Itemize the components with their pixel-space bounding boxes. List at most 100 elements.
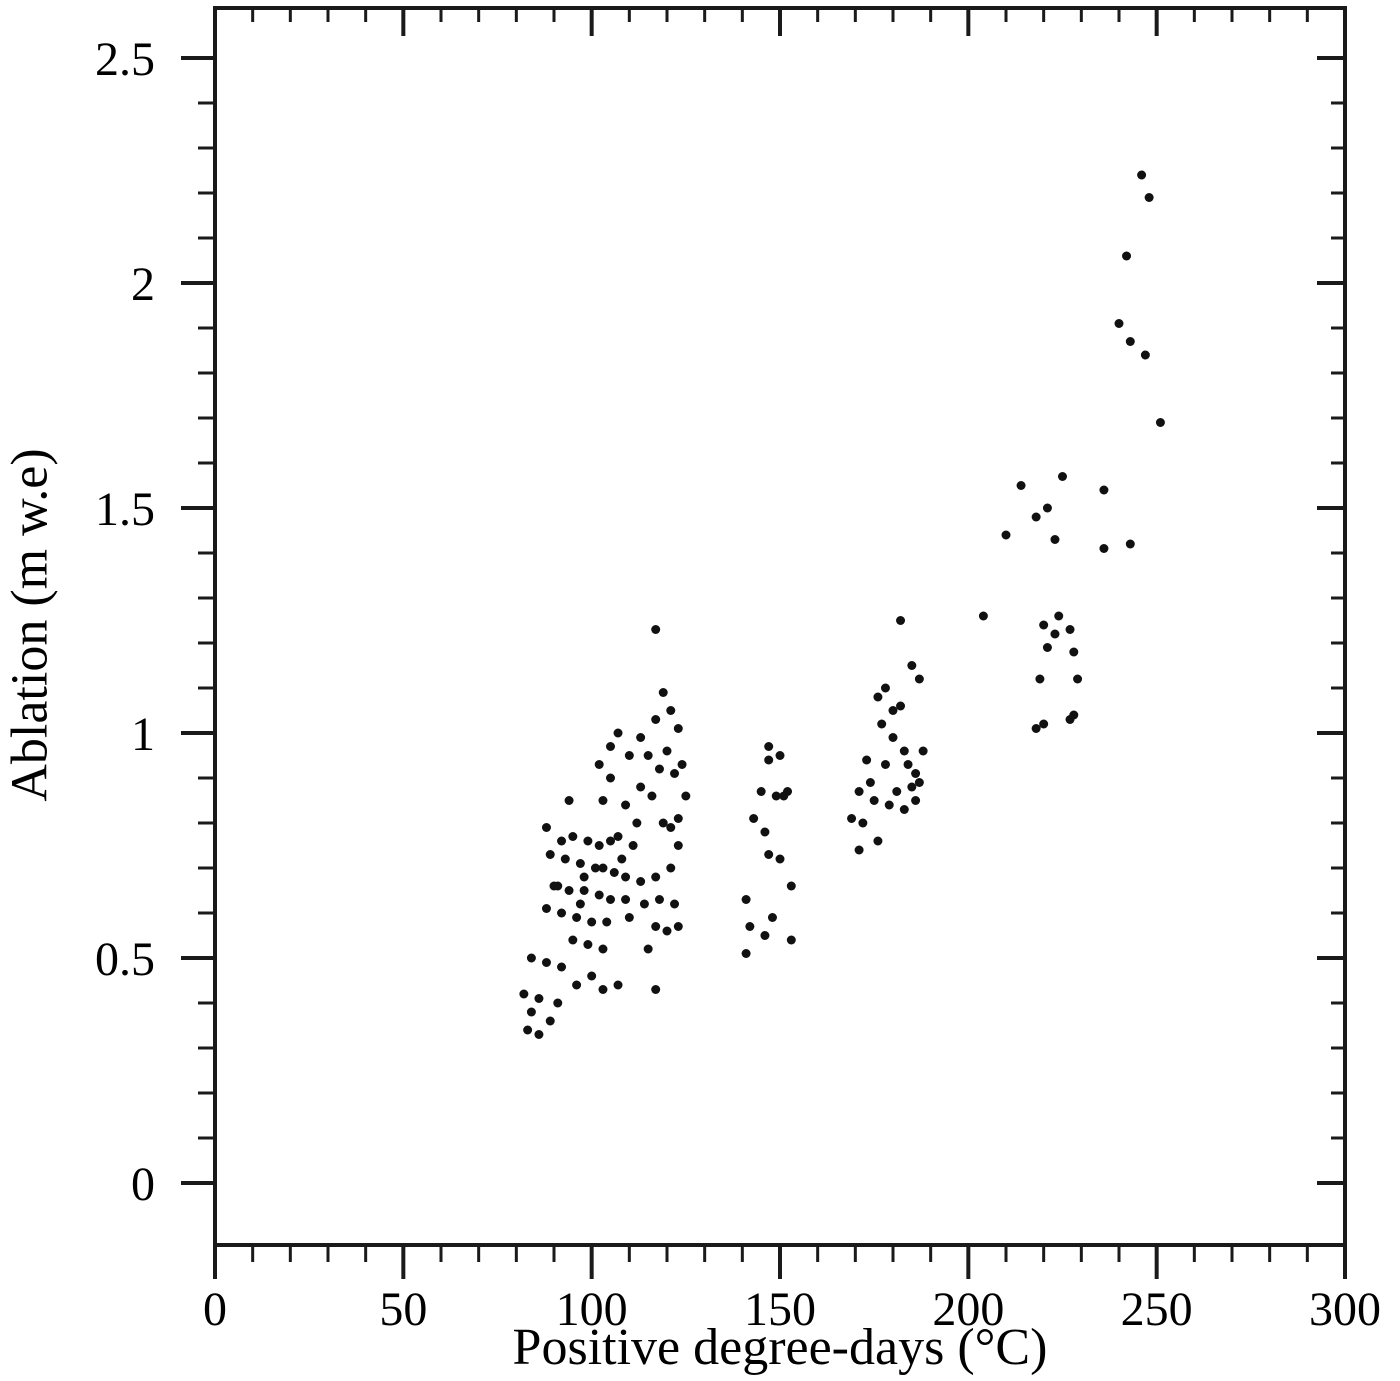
data-point [632, 818, 642, 828]
data-point [557, 836, 567, 846]
data-point [594, 841, 604, 850]
data-point [749, 814, 759, 823]
data-point [880, 760, 890, 769]
data-point [662, 746, 672, 756]
y-tick-label: 1.5 [95, 483, 155, 536]
data-point [519, 989, 529, 999]
data-point [598, 863, 608, 873]
data-point [553, 998, 563, 1008]
x-tick-label: 50 [379, 1283, 427, 1336]
data-point [666, 706, 676, 715]
data-point [896, 616, 906, 625]
data-point [1042, 503, 1052, 513]
data-point [854, 845, 864, 855]
x-tick-label: 200 [932, 1283, 1004, 1336]
data-point [673, 922, 683, 931]
data-point [1016, 481, 1026, 490]
data-point [545, 850, 555, 859]
data-point [918, 746, 928, 756]
data-point [681, 791, 691, 801]
data-point [914, 674, 924, 684]
data-point [1054, 611, 1064, 621]
data-point [775, 854, 785, 864]
data-point [899, 746, 909, 756]
data-point [643, 944, 653, 954]
data-point [666, 863, 676, 873]
x-tick-label: 0 [203, 1283, 227, 1336]
data-point [579, 886, 589, 895]
data-point [557, 908, 567, 918]
data-point [911, 796, 921, 805]
data-point [978, 611, 988, 621]
data-point [606, 895, 615, 904]
data-point [670, 769, 680, 778]
data-point [662, 926, 672, 936]
data-point [760, 931, 770, 940]
data-point [598, 796, 608, 805]
data-point [764, 850, 774, 859]
data-point [583, 940, 593, 949]
data-point [877, 719, 887, 729]
data-point [786, 935, 796, 945]
data-point [896, 701, 906, 711]
data-point [911, 769, 921, 778]
data-point [1125, 337, 1135, 346]
data-point [745, 922, 755, 931]
data-point [907, 782, 917, 792]
data-point [673, 814, 683, 823]
data-point [880, 683, 890, 693]
data-point [534, 1030, 544, 1039]
data-point [651, 922, 661, 931]
data-point [583, 836, 593, 846]
data-point [526, 1007, 536, 1017]
data-point [1065, 625, 1075, 634]
data-point [568, 832, 578, 841]
data-point [1069, 710, 1079, 720]
data-point [1042, 643, 1052, 652]
data-point [1039, 719, 1049, 729]
data-point [654, 895, 664, 904]
data-point [873, 836, 883, 846]
data-point [673, 841, 683, 850]
data-point [1140, 350, 1150, 360]
data-point [617, 854, 627, 864]
data-point [526, 953, 536, 963]
data-point [658, 818, 668, 828]
data-point [575, 859, 585, 868]
data-point [1122, 251, 1132, 261]
data-point [1099, 544, 1109, 553]
data-point [651, 872, 661, 882]
data-point [666, 823, 676, 832]
y-axis-title: Ablation (m w.e) [1, 448, 59, 802]
data-point [862, 755, 872, 765]
x-tick-label: 300 [1309, 1283, 1381, 1336]
data-point [1114, 319, 1124, 328]
data-point [590, 863, 600, 873]
data-point [651, 715, 661, 724]
data-point [884, 800, 894, 810]
data-point [1099, 485, 1109, 495]
data-point [606, 742, 615, 751]
data-point [639, 899, 649, 909]
data-point [907, 661, 917, 670]
data-point [658, 688, 668, 697]
data-point [903, 760, 913, 769]
data-point [636, 782, 646, 792]
data-point [771, 791, 781, 801]
data-point [1137, 170, 1147, 180]
data-point [779, 791, 789, 801]
data-point [673, 724, 683, 733]
data-point [677, 760, 687, 769]
y-tick-label: 2.5 [95, 33, 155, 86]
y-tick-label: 0 [131, 1158, 155, 1211]
data-point [741, 895, 751, 904]
y-tick-label: 2 [131, 258, 155, 311]
data-point [613, 832, 623, 841]
data-point [624, 751, 634, 760]
data-point [613, 728, 623, 738]
data-point [1001, 530, 1011, 540]
data-point [628, 841, 638, 850]
data-point [756, 787, 766, 796]
data-point [541, 958, 551, 967]
